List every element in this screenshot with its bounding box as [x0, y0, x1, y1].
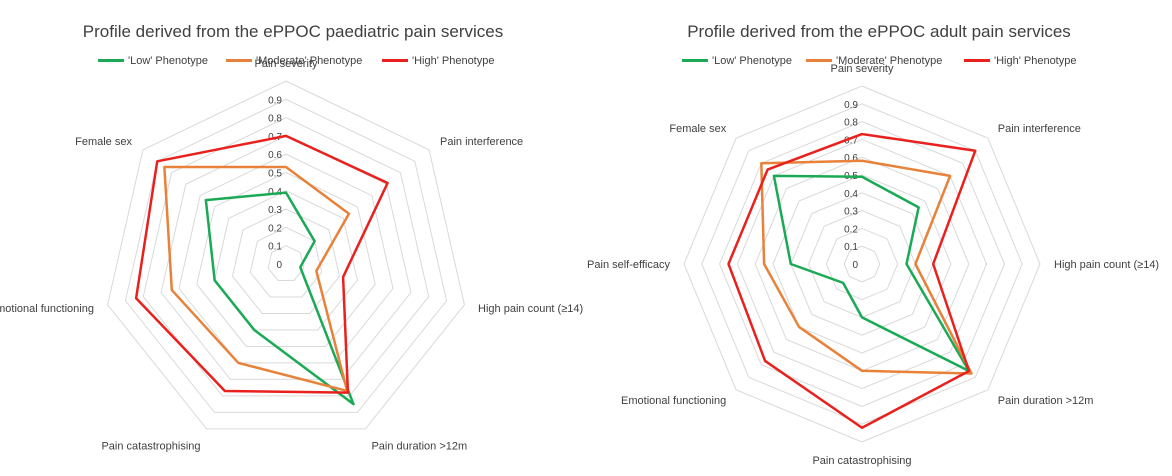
- tick-label: 0.8: [844, 118, 858, 129]
- legend-swatch-high: [382, 58, 408, 62]
- tick-label: 0.1: [268, 242, 282, 253]
- legend-item-moderate: 'Moderate' Phenotype: [806, 55, 942, 67]
- tick-label: 0.3: [268, 205, 282, 216]
- axis-label: High pain count (≥14): [478, 303, 583, 315]
- tick-label: 0.6: [268, 150, 282, 161]
- legend-label: 'Moderate' Phenotype: [836, 55, 943, 67]
- tick-label: 0.9: [268, 95, 282, 106]
- grid-ring: [107, 80, 465, 430]
- legend-swatch-low: [682, 58, 708, 62]
- legend-label: 'Low' Phenotype: [128, 55, 209, 67]
- series-line: [727, 132, 977, 430]
- tick-label: 0.9: [844, 100, 858, 111]
- grid-ring: [719, 121, 1005, 407]
- grid-ring: [808, 210, 916, 318]
- axis-label: High pain count (≥14): [1054, 259, 1159, 271]
- chart-legend: 'Low' Phenotype 'Moderate' Phenotype 'Hi…: [586, 55, 1172, 73]
- grid-ring: [772, 174, 952, 354]
- grid-ring: [249, 226, 323, 298]
- series-line: [204, 191, 355, 406]
- legend-label: 'High' Phenotype: [994, 55, 1077, 67]
- legend-swatch-low: [98, 58, 124, 62]
- legend-swatch-moderate: [806, 58, 832, 62]
- grid-ring: [196, 171, 376, 347]
- legend-item-high: 'High' Phenotype: [964, 55, 1076, 67]
- legend-item-low: 'Low' Phenotype: [682, 55, 792, 67]
- tick-label: 0.3: [844, 207, 858, 218]
- grid-ring: [124, 98, 448, 413]
- axis-label: Pain severity: [831, 63, 894, 75]
- series-line: [772, 174, 971, 373]
- axis-label: Pain severity: [255, 58, 318, 70]
- grid-ring: [825, 227, 899, 301]
- grid-ring: [790, 192, 934, 336]
- axis-label: Female sex: [669, 123, 726, 135]
- axis-label: Pain duration >12m: [371, 440, 467, 452]
- grid-ring: [754, 156, 970, 372]
- legend-item-high: 'High' Phenotype: [382, 55, 494, 67]
- legend-label: 'Low' Phenotype: [712, 55, 793, 67]
- legend-item-moderate: 'Moderate' Phenotype: [226, 55, 362, 67]
- tick-label: 0: [852, 260, 858, 271]
- grid-ring: [267, 245, 305, 281]
- tick-label: 0.6: [844, 153, 858, 164]
- grid-ring: [843, 245, 881, 283]
- tick-label: 0.8: [268, 114, 282, 125]
- legend-item-low: 'Low' Phenotype: [98, 55, 208, 67]
- series-line: [134, 134, 389, 394]
- series-line: [760, 159, 973, 375]
- axis-label: Female sex: [75, 136, 132, 148]
- axis-label: Pain interference: [440, 136, 523, 148]
- tick-label: 0.2: [844, 224, 858, 235]
- chart-panel-adult: 0 0.1 0.2 0.3 0.4 0.5 0.6 0.7 0.8 0.9 Pain severit…: [586, 0, 1172, 476]
- axis-label: Pain catastrophising: [101, 440, 200, 452]
- tick-label: 0.4: [844, 189, 858, 200]
- tick-label: 0.1: [844, 242, 858, 253]
- series-line: [163, 165, 351, 393]
- grid-ring: [160, 135, 412, 380]
- chart-title: Profile derived from the ePPOC paediatri…: [82, 22, 504, 41]
- axis-label: Pain self-efficacy: [587, 259, 670, 271]
- legend-label: 'Moderate' Phenotype: [256, 55, 363, 67]
- grid-ring: [683, 85, 1041, 443]
- legend-label: 'High' Phenotype: [412, 55, 495, 67]
- grid-ring: [701, 103, 1023, 425]
- axis-label: Pain catastrophising: [812, 455, 911, 467]
- legend-swatch-high: [964, 58, 990, 62]
- tick-label: 0.4: [268, 187, 282, 198]
- chart-panel-paediatric: 0 0.1 0.2 0.3 0.4 0.5 0.6 0.7 0.8 0.9 Pain severit…: [0, 22, 586, 452]
- tick-label: 0.7: [844, 135, 858, 146]
- grid-ring: [214, 190, 358, 331]
- axis-label: Emotional functioning: [621, 395, 726, 407]
- axis-label: Pain duration >12m: [998, 395, 1094, 407]
- tick-label: 0.2: [268, 223, 282, 234]
- legend-swatch-moderate: [226, 58, 252, 62]
- tick-label: 0: [276, 260, 282, 271]
- chart-title: Profile derived from the ePPOC adult pai…: [687, 22, 1071, 41]
- grid-ring: [231, 208, 341, 314]
- tick-label: 0.5: [268, 169, 282, 180]
- chart-legend: 'Low' Phenotype 'Moderate' Phenotype 'Hi…: [0, 55, 586, 73]
- axis-label: Emotional functioning: [0, 303, 94, 315]
- axis-label: Pain interference: [998, 123, 1081, 135]
